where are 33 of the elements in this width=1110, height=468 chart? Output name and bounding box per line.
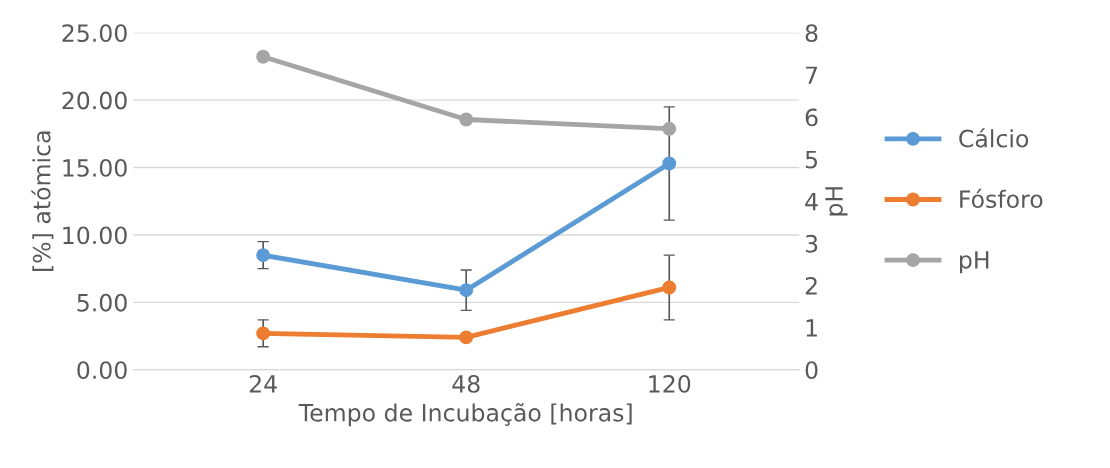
y-tick-label: 15.00	[63, 158, 127, 177]
point	[662, 280, 677, 295]
y-tick-label: 25.00	[62, 24, 127, 43]
point	[459, 330, 474, 345]
y2-tick-label: 5	[805, 150, 818, 169]
point	[256, 248, 271, 263]
y-tick-label: 0.00	[77, 361, 127, 380]
y2-tick-label: 4	[805, 193, 818, 211]
y-tick-label: 10.00	[63, 226, 127, 245]
point	[662, 156, 677, 171]
legend-label: Cálcio	[959, 128, 1029, 148]
y-axis-title: [%] atómica	[31, 131, 54, 271]
y2-tick-label: 3	[805, 234, 818, 253]
y2-tick-label: 6	[805, 108, 818, 127]
point	[662, 121, 677, 136]
point	[459, 283, 474, 298]
y2-tick-label: 0	[805, 361, 818, 380]
y2-tick-label: 8	[805, 24, 818, 43]
x-tick-label: 120	[649, 375, 691, 393]
x-tick-label: 48	[452, 375, 480, 393]
y2-axis-title: pH	[825, 187, 848, 216]
point	[256, 326, 271, 341]
legend-label: pH	[960, 251, 989, 274]
y2-tick-label: 7	[806, 66, 818, 84]
y2-tick-label: 2	[805, 276, 817, 295]
y-tick-label: 5.00	[77, 293, 127, 312]
y2-tick-label: 1	[806, 319, 817, 337]
point	[459, 112, 474, 127]
y-tick-label: 20.00	[62, 91, 127, 110]
legend-label: Fósforo	[960, 188, 1043, 209]
x-axis-title: Tempo de Incubação [horas]	[298, 402, 632, 427]
x-tick-label: 24	[249, 375, 277, 393]
point	[256, 49, 271, 64]
